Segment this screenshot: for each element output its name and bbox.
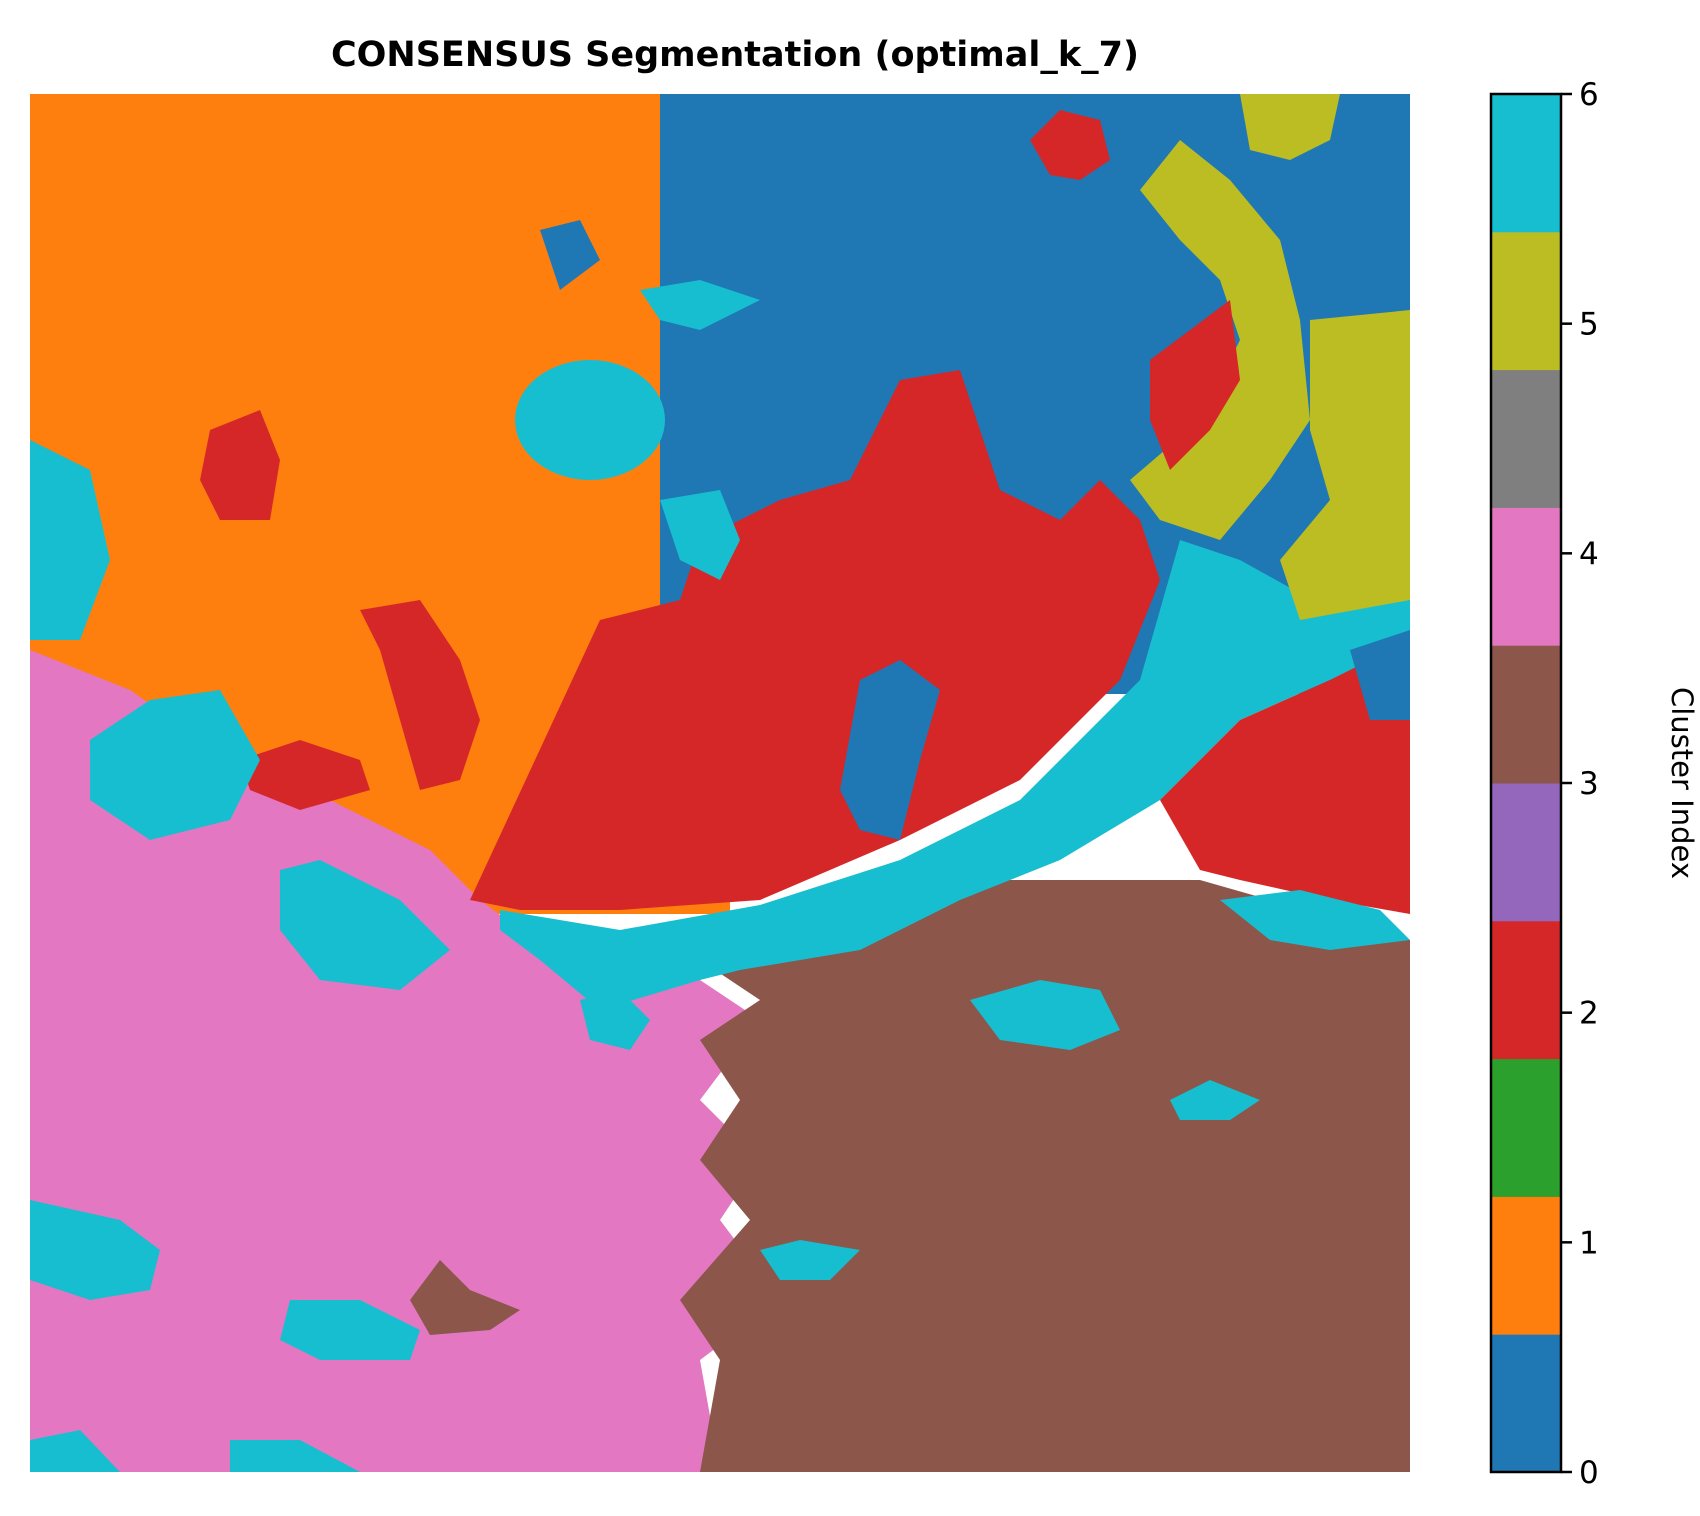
region-red-right [1160,640,1410,914]
region-red-central [470,370,1160,910]
region-cyan-pink-1 [280,860,450,990]
colorbar-segment [1491,369,1561,508]
colorbar-tick-label: 3 [1579,766,1599,802]
region-cyan-blob-1 [515,360,665,480]
region-cyan-brown-4 [1220,890,1410,950]
region-olive-band [1130,140,1310,540]
region-blue-hole-3 [540,220,600,290]
region-cyan-blob-3 [660,490,740,580]
colorbar-segment [1491,920,1561,1060]
region-red-blob-chain [360,600,480,790]
region-red-blob-top [1030,110,1110,180]
colorbar-segment [1491,507,1561,646]
region-olive-top [1240,94,1340,160]
region-cyan-band [500,540,1410,1010]
region-cyan-brown-3 [760,1240,860,1280]
region-blue-hole-2 [1350,630,1410,720]
colorbar-segment [1491,645,1561,784]
region-cyan-blob-2 [640,280,760,330]
region-cyan-left-mid [90,690,260,840]
region-red-blob-low [240,740,370,810]
colorbar-segments [1491,94,1561,1473]
region-cyan-brown-2 [1170,1080,1260,1120]
colorbar-tick-label: 2 [1579,996,1599,1032]
region-cyan-left-edge [30,440,110,640]
region-cyan-pink-3 [30,1200,160,1300]
colorbar-ticks: 0 1 2 3 4 5 6 [1561,77,1599,1491]
colorbar-segment [1491,231,1561,371]
colorbar-tick-label: 0 [1579,1455,1599,1491]
region-olive-right [1280,310,1410,620]
colorbar-segment [1491,783,1561,922]
region-cyan-pink-6 [230,1440,360,1472]
colorbar-label: Cluster Index [1665,687,1699,879]
segmentation-map [30,94,1410,1472]
region-red-blob-mid [1150,300,1240,470]
chart-title: CONSENSUS Segmentation (optimal_k_7) [331,35,1139,75]
colorbar: 0 1 2 3 4 5 6 Cluster Index [1489,77,1699,1491]
colorbar-tick-label: 4 [1579,536,1599,572]
region-cyan-pink-4 [280,1300,420,1360]
colorbar-segment [1491,1196,1561,1335]
region-cyan-pink-5 [30,1430,120,1472]
region-cyan-brown-1 [970,980,1120,1050]
region-brown-blob [410,1260,520,1335]
region-pink-base [30,650,780,1472]
colorbar-segment [1491,1058,1561,1197]
colorbar-tick-label: 6 [1579,77,1599,113]
colorbar-segment [1491,1334,1561,1473]
colorbar-tick-label: 1 [1579,1225,1599,1261]
colorbar-tick-label: 5 [1579,307,1599,343]
region-red-blob-left [200,410,280,520]
region-brown-base [680,880,1410,1472]
region-cyan-pink-2 [580,990,650,1050]
colorbar-segment [1491,94,1561,233]
region-blue-hole-1 [840,660,940,840]
